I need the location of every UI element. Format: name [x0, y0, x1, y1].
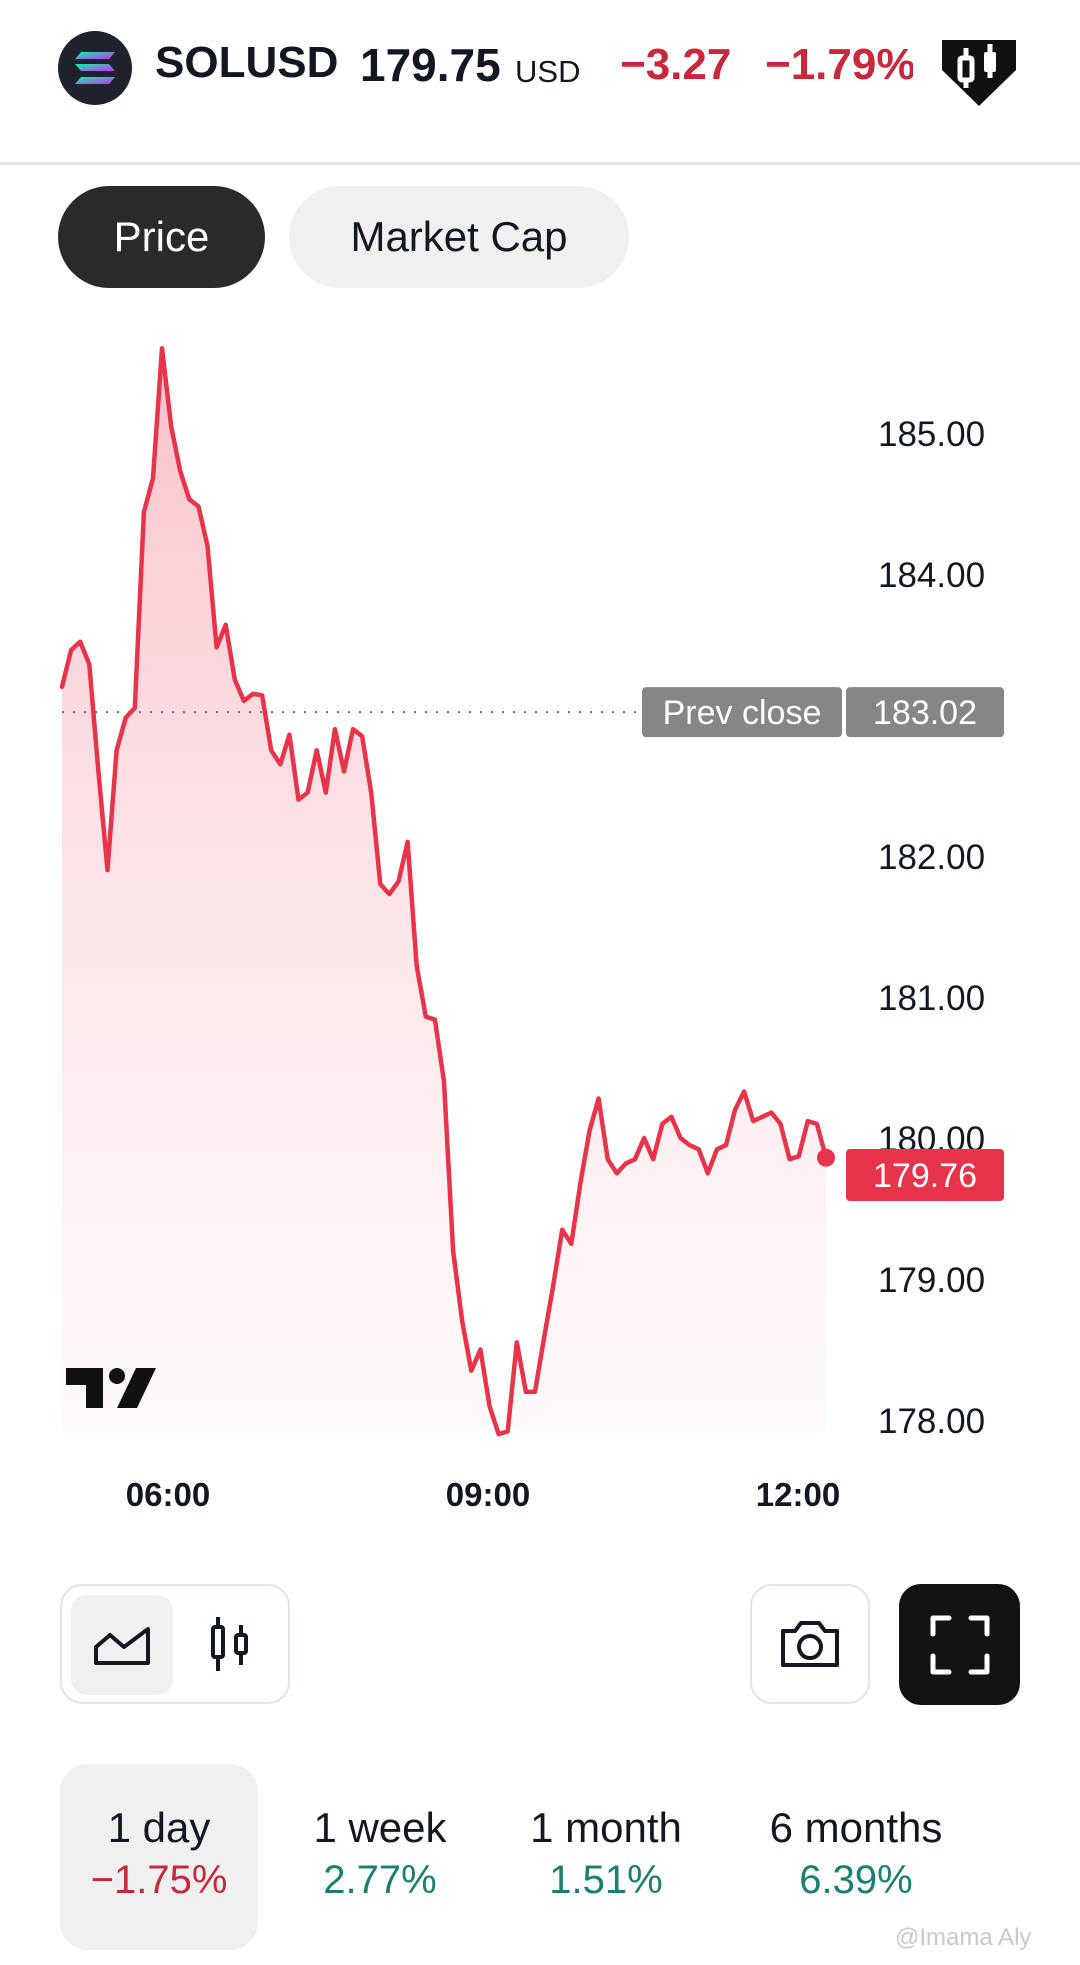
camera-icon [781, 1621, 839, 1667]
x-tick-label: 09:00 [446, 1476, 530, 1513]
period-label: 1 day [107, 1804, 211, 1851]
solana-logo-icon [58, 31, 132, 105]
market-cap-toggle-button[interactable]: Market Cap [289, 186, 629, 288]
price-area-fill [62, 348, 826, 1435]
symbol-name: SOLUSD [155, 38, 339, 87]
candlestick-chart-button[interactable] [179, 1595, 281, 1695]
period-label: 6 months [769, 1804, 943, 1851]
y-tick-label: 178.00 [878, 1402, 985, 1441]
x-tick-label: 12:00 [756, 1476, 840, 1513]
y-tick-label: 179.00 [878, 1261, 985, 1300]
current-price: 179.75 [360, 39, 501, 91]
tradingview-logo-icon [66, 1368, 156, 1408]
area-chart-icon [94, 1627, 150, 1665]
screenshot-button[interactable] [750, 1584, 870, 1704]
period-change: 2.77% [323, 1858, 437, 1902]
currency-label: USD [515, 54, 581, 89]
period-label: 1 week [313, 1804, 447, 1851]
period-tab-6-months[interactable]: 6 months 6.39% [740, 1764, 972, 1950]
period-tab-1-week[interactable]: 1 week 2.77% [280, 1764, 480, 1950]
last-price-tag [846, 1149, 1004, 1201]
period-change: 1.51% [549, 1858, 663, 1902]
area-chart-button[interactable] [71, 1595, 173, 1695]
candlestick-badge-icon[interactable] [938, 30, 1020, 110]
price-chart[interactable]: 185.00 184.00 182.00 181.00 180.00 179.00 178.… [0, 300, 1080, 1530]
price-change-percent: −1.79% [765, 40, 913, 89]
price-toggle-button[interactable]: Price [58, 186, 265, 288]
period-tab-1-month[interactable]: 1 month 1.51% [500, 1764, 712, 1950]
period-change: −1.75% [90, 1858, 228, 1902]
period-label: 1 month [530, 1804, 682, 1851]
candlestick-icon [211, 1617, 248, 1671]
period-change: 6.39% [799, 1858, 913, 1902]
prev-close-value-tag [846, 687, 1004, 738]
x-tick-label: 06:00 [126, 1476, 210, 1513]
last-price-value: 179.76 [873, 1157, 977, 1195]
price-line [59, 346, 829, 1437]
price-change: −3.27 [620, 40, 732, 89]
period-tab-1-day[interactable]: 1 day −1.75% [60, 1764, 258, 1950]
prev-close-value: 183.02 [873, 694, 977, 732]
y-tick-label: 185.00 [878, 415, 985, 454]
prev-close-label: Prev close [663, 694, 822, 732]
symbol-header: SOLUSD 179.75 USD −3.27 −1.79% [0, 0, 1080, 165]
price-chart-svg: 185.00184.00182.00181.00180.00179.00178.… [59, 346, 1004, 1513]
fullscreen-icon [930, 1615, 989, 1674]
chart-style-switch [60, 1584, 290, 1704]
y-tick-label: 182.00 [878, 838, 985, 877]
prev-close-tag [642, 687, 842, 738]
fullscreen-button[interactable] [899, 1584, 1020, 1705]
watermark: @Imama Aly [895, 1924, 1032, 1951]
last-price-dot [817, 1148, 835, 1167]
y-tick-label: 181.00 [878, 979, 985, 1018]
y-tick-label: 184.00 [878, 556, 985, 595]
